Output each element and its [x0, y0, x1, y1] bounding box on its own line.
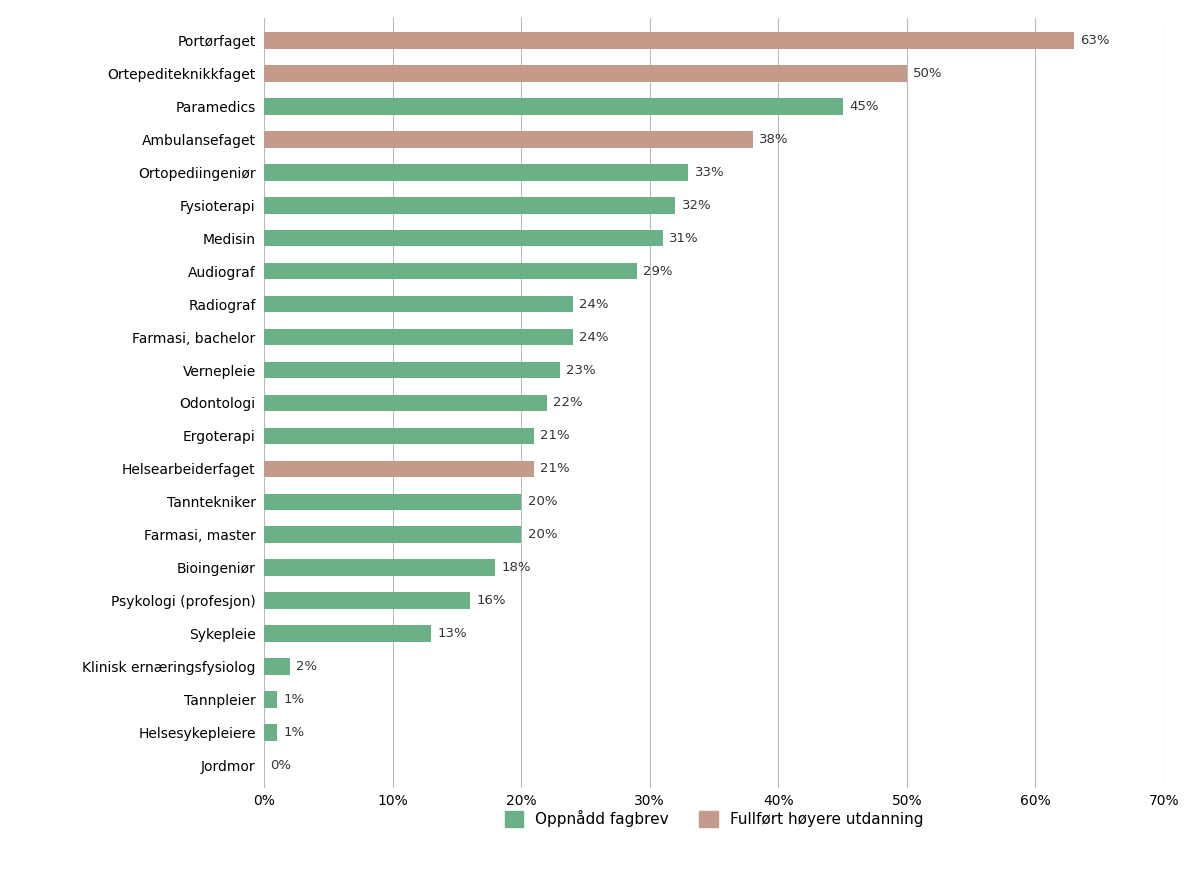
Bar	[264, 526, 521, 543]
Text: 45%: 45%	[848, 100, 878, 113]
Bar	[264, 493, 521, 510]
Text: 20%: 20%	[528, 495, 557, 508]
Bar	[264, 395, 547, 411]
Text: 24%: 24%	[580, 298, 608, 311]
Bar	[264, 230, 662, 246]
Text: 29%: 29%	[643, 265, 673, 278]
Bar	[264, 131, 752, 148]
Text: 33%: 33%	[695, 166, 725, 179]
Text: 63%: 63%	[1080, 34, 1110, 47]
Bar	[264, 592, 469, 609]
Text: 31%: 31%	[670, 232, 698, 244]
Bar	[264, 461, 534, 477]
Legend: Oppnådd fagbrev, Fullført høyere utdanning: Oppnådd fagbrev, Fullført høyere utdanni…	[497, 802, 931, 835]
Text: 13%: 13%	[438, 627, 467, 640]
Text: 18%: 18%	[502, 562, 532, 574]
Text: 50%: 50%	[913, 67, 943, 80]
Bar	[264, 658, 289, 675]
Text: 21%: 21%	[540, 429, 570, 442]
Bar	[264, 296, 572, 313]
Text: 23%: 23%	[566, 364, 595, 377]
Bar	[264, 625, 431, 642]
Bar	[264, 691, 277, 708]
Bar	[264, 164, 689, 180]
Bar	[264, 197, 676, 214]
Text: 1%: 1%	[283, 726, 305, 738]
Bar	[264, 560, 496, 576]
Text: 38%: 38%	[760, 133, 788, 146]
Bar	[264, 362, 559, 378]
Text: 2%: 2%	[296, 660, 317, 673]
Bar	[264, 263, 637, 279]
Bar	[264, 66, 907, 81]
Bar	[264, 427, 534, 444]
Bar	[264, 98, 842, 115]
Text: 20%: 20%	[528, 528, 557, 541]
Text: 0%: 0%	[270, 759, 292, 772]
Text: 16%: 16%	[476, 594, 505, 607]
Bar	[264, 724, 277, 740]
Text: 32%: 32%	[682, 199, 712, 212]
Text: 21%: 21%	[540, 463, 570, 476]
Bar	[264, 32, 1074, 49]
Text: 1%: 1%	[283, 693, 305, 706]
Bar	[264, 328, 572, 345]
Text: 24%: 24%	[580, 330, 608, 343]
Text: 22%: 22%	[553, 397, 583, 409]
